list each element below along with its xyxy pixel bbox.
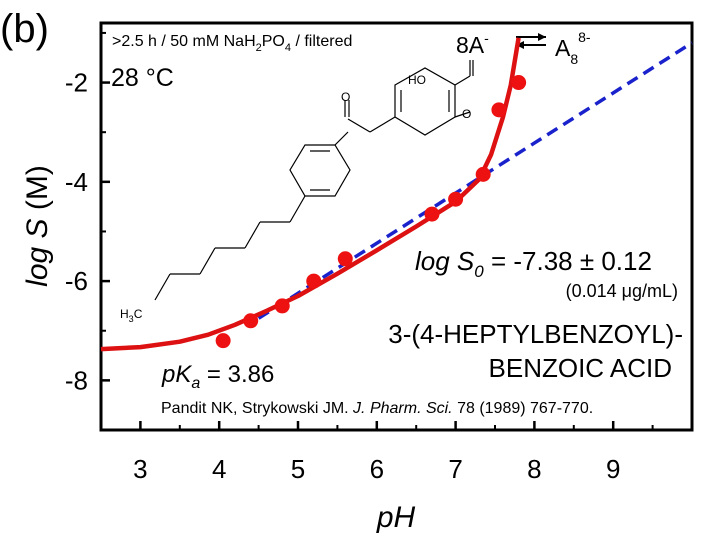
chemical-structure — [154, 60, 474, 301]
y-tick-label: -6 — [65, 266, 88, 296]
temperature-label: 28 °C — [111, 64, 174, 92]
conditions-text: >2.5 h / 50 mM NaH2PO4 / filtered — [112, 33, 352, 54]
equilibrium-right: A88- — [555, 29, 591, 67]
data-point — [243, 313, 259, 329]
equilibrium-left: 8A- — [456, 30, 489, 58]
mass-solubility-label: (0.014 μg/mL) — [566, 281, 678, 301]
reverse-arrowhead — [516, 41, 524, 49]
plot-layer: 3 4 5 6 7 8 9 -2 -4 -6 -8 — [65, 21, 694, 484]
data-point — [448, 191, 464, 207]
fit-curve — [100, 37, 521, 352]
x-tick-label: 6 — [370, 454, 384, 484]
plot-frame — [99, 21, 694, 432]
data-point — [424, 206, 440, 222]
structure-label-methyl: H3C — [120, 307, 143, 324]
compound-name-line2: BENZOIC ACID — [489, 353, 672, 383]
data-point — [491, 102, 507, 118]
x-axis-label: pH — [376, 501, 416, 534]
y-tick-label: -4 — [65, 167, 88, 197]
x-tick-label: 3 — [133, 454, 147, 484]
x-tick-label: 8 — [527, 454, 541, 484]
text-layer: pH log S (M) (b) >2.5 h / 50 mM NaH2PO4 / f… — [0, 7, 683, 534]
data-point — [475, 166, 491, 182]
data-point — [511, 75, 527, 91]
structure-label-oh: HO — [408, 73, 426, 87]
pka-label: pKa = 3.86 — [161, 361, 274, 392]
x-tick-label: 7 — [448, 454, 462, 484]
data-point — [306, 273, 322, 289]
citation: Pandit NK, Strykowski JM. J. Pharm. Sci.… — [161, 400, 593, 417]
data-point — [215, 333, 231, 349]
data-point — [337, 251, 353, 267]
y-tick-label: -8 — [65, 365, 88, 395]
x-tick-label: 4 — [212, 454, 226, 484]
data-point — [274, 298, 290, 314]
structure-label-carbonyl-o: O — [341, 90, 350, 104]
log-s0-label: log S0 = -7.38 ± 0.12 — [415, 246, 652, 281]
x-tick-label: 5 — [291, 454, 305, 484]
y-axis-label: log S (M) — [21, 165, 54, 287]
y-tick-label: -2 — [65, 68, 88, 98]
panel-label: (b) — [0, 7, 49, 51]
data-layer — [100, 37, 693, 352]
compound-name-line1: 3-(4-HEPTYLBENZOYL)- — [388, 319, 683, 349]
x-tick-label: 9 — [606, 454, 620, 484]
structure-label-acid-o: O — [462, 107, 471, 121]
forward-arrowhead — [538, 33, 546, 41]
